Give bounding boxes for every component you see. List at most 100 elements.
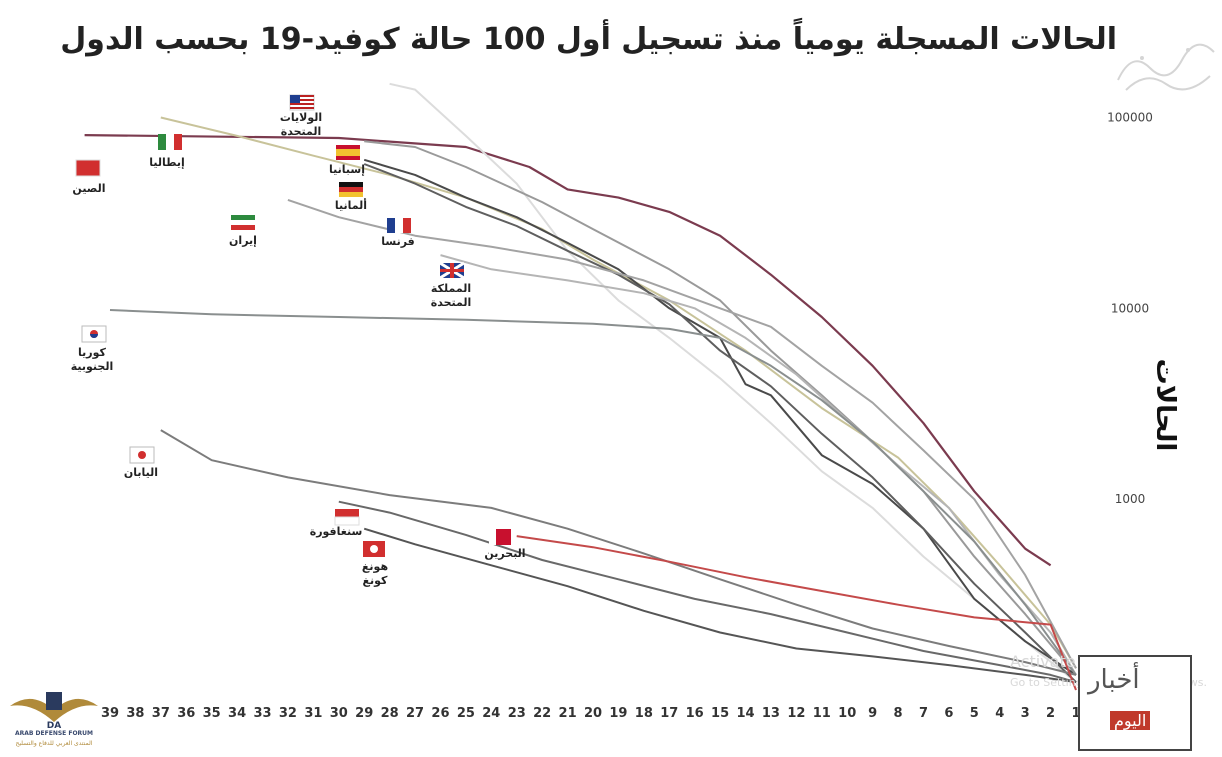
series-line-hongkong <box>363 527 1077 684</box>
china-flag-icon <box>75 159 101 177</box>
x-tick-label-32: 32 <box>279 706 297 721</box>
logo-text-ar: المنتدى العربي للدفاع والتسليح <box>15 740 93 747</box>
x-tick-label-19: 19 <box>609 706 627 721</box>
series-line-france <box>363 163 1077 683</box>
label-hongkong-line2: كونغ <box>363 574 389 587</box>
flags <box>75 94 511 557</box>
label-china: الصين <box>72 182 105 195</box>
series-line-singapore <box>338 500 1077 684</box>
series-line-uk <box>440 254 1077 676</box>
x-tick-label-39: 39 <box>101 706 119 721</box>
x-tick-label-23: 23 <box>508 706 526 721</box>
label-hongkong-line1: هونغ <box>362 560 388 573</box>
x-tick-label-27: 27 <box>406 706 424 721</box>
x-tick-label-9: 9 <box>868 706 877 721</box>
x-tick-label-5: 5 <box>970 706 979 721</box>
channel-brand-logo: أخبار اليوم <box>1078 655 1192 751</box>
x-tick-label-16: 16 <box>686 706 704 721</box>
arab-defense-forum-logo: DA ARAB DEFENSE FORUM المنتدى العربي للد… <box>8 684 100 754</box>
watermark-logo-icon <box>1117 43 1215 91</box>
label-usa-line1: الولايات <box>280 111 322 124</box>
series-lines <box>84 82 1077 691</box>
x-tick-label-10: 10 <box>838 706 856 721</box>
chart-title: الحالات المسجلة يومياً منذ تسجيل أول 100… <box>60 22 1117 57</box>
y-tick-label-0: 100000 <box>1107 110 1153 124</box>
x-tick-label-8: 8 <box>894 706 903 721</box>
series-line-japan <box>160 429 1077 676</box>
label-uk-line1: المملكة <box>431 282 471 295</box>
x-ticks: 39 38 37 36 35 34 33 32 31 30 29 28 27 26 25 24 23 22 21 20… <box>101 706 1081 721</box>
x-tick-label-2: 2 <box>1046 706 1055 721</box>
x-tick-label-29: 29 <box>355 706 373 721</box>
x-tick-label-34: 34 <box>228 706 246 721</box>
label-france: فرنسا <box>381 235 415 248</box>
uk-flag-icon <box>439 261 465 280</box>
france-flag-icon <box>387 218 411 233</box>
iran-flag-icon <box>231 215 255 230</box>
x-tick-label-20: 20 <box>584 706 602 721</box>
label-uk-line2: المتحدة <box>431 296 472 309</box>
x-tick-label-6: 6 <box>944 706 953 721</box>
label-singapore: سنغافورة <box>310 525 363 538</box>
y-ticks: 100000 10000 1000 <box>1107 110 1153 506</box>
x-tick-label-37: 37 <box>152 706 170 721</box>
y-tick-label-2: 1000 <box>1115 492 1146 506</box>
y-tick-label-1: 10000 <box>1111 301 1149 315</box>
x-tick-label-24: 24 <box>482 706 500 721</box>
series-line-usa <box>389 82 1077 683</box>
x-tick-label-38: 38 <box>126 706 144 721</box>
label-japan: اليابان <box>124 466 158 479</box>
x-tick-label-15: 15 <box>711 706 729 721</box>
eagle-icon: DA <box>10 692 98 731</box>
x-tick-label-13: 13 <box>762 706 780 721</box>
y-axis-label: الحالات <box>1150 359 1180 452</box>
x-tick-label-26: 26 <box>431 706 449 721</box>
y-axis-label-group: الحالات <box>1150 359 1180 452</box>
country-labels: الصين الولايات المتحدة إيطاليا إسبانيا أ… <box>71 111 526 587</box>
x-tick-label-7: 7 <box>919 706 928 721</box>
x-tick-label-30: 30 <box>330 706 348 721</box>
x-tick-label-3: 3 <box>1021 706 1030 721</box>
label-germany: ألمانيا <box>335 198 367 212</box>
label-iran: إيران <box>229 234 257 247</box>
singapore-flag-icon <box>334 509 360 526</box>
usa-flag-icon <box>289 94 315 111</box>
bahrain-flag-icon <box>489 529 511 545</box>
x-tick-label-12: 12 <box>787 706 805 721</box>
logo-text-en: ARAB DEFENSE FORUM <box>14 730 94 737</box>
japan-flag-icon <box>129 446 155 464</box>
label-italy: إيطاليا <box>149 156 185 169</box>
x-tick-label-21: 21 <box>559 706 577 721</box>
label-korea-line1: كوريا <box>78 346 106 359</box>
series-line-spain <box>364 140 1077 676</box>
label-spain: إسبانيا <box>329 163 365 176</box>
brand-line2: اليوم <box>1110 711 1151 730</box>
x-tick-label-25: 25 <box>457 706 475 721</box>
series-line-korea <box>109 309 1077 676</box>
x-tick-label-31: 31 <box>304 706 322 721</box>
x-tick-label-4: 4 <box>995 706 1004 721</box>
south-korea-flag-icon <box>81 325 107 343</box>
label-usa-line2: المتحدة <box>281 125 322 138</box>
hongkong-flag-icon <box>363 541 385 557</box>
x-tick-label-18: 18 <box>635 706 653 721</box>
series-line-germany <box>363 158 1077 676</box>
x-tick-label-14: 14 <box>736 706 754 721</box>
series-line-italy <box>160 116 1077 669</box>
series-line-china <box>84 134 1052 567</box>
label-korea-line2: الجنوبية <box>71 360 114 373</box>
x-tick-label-1: 1 <box>1071 706 1080 721</box>
x-tick-label-36: 36 <box>177 706 195 721</box>
germany-flag-icon <box>339 182 363 197</box>
label-bahrain: البحرين <box>484 547 525 560</box>
x-tick-label-35: 35 <box>203 706 221 721</box>
x-tick-label-22: 22 <box>533 706 551 721</box>
svg-text:DA: DA <box>47 721 61 730</box>
italy-flag-icon <box>158 134 182 150</box>
x-tick-label-17: 17 <box>660 706 678 721</box>
spain-flag-icon <box>336 145 360 160</box>
x-tick-label-33: 33 <box>253 706 271 721</box>
brand-line1: أخبار <box>1088 665 1140 695</box>
series-line-iran <box>287 198 1077 669</box>
